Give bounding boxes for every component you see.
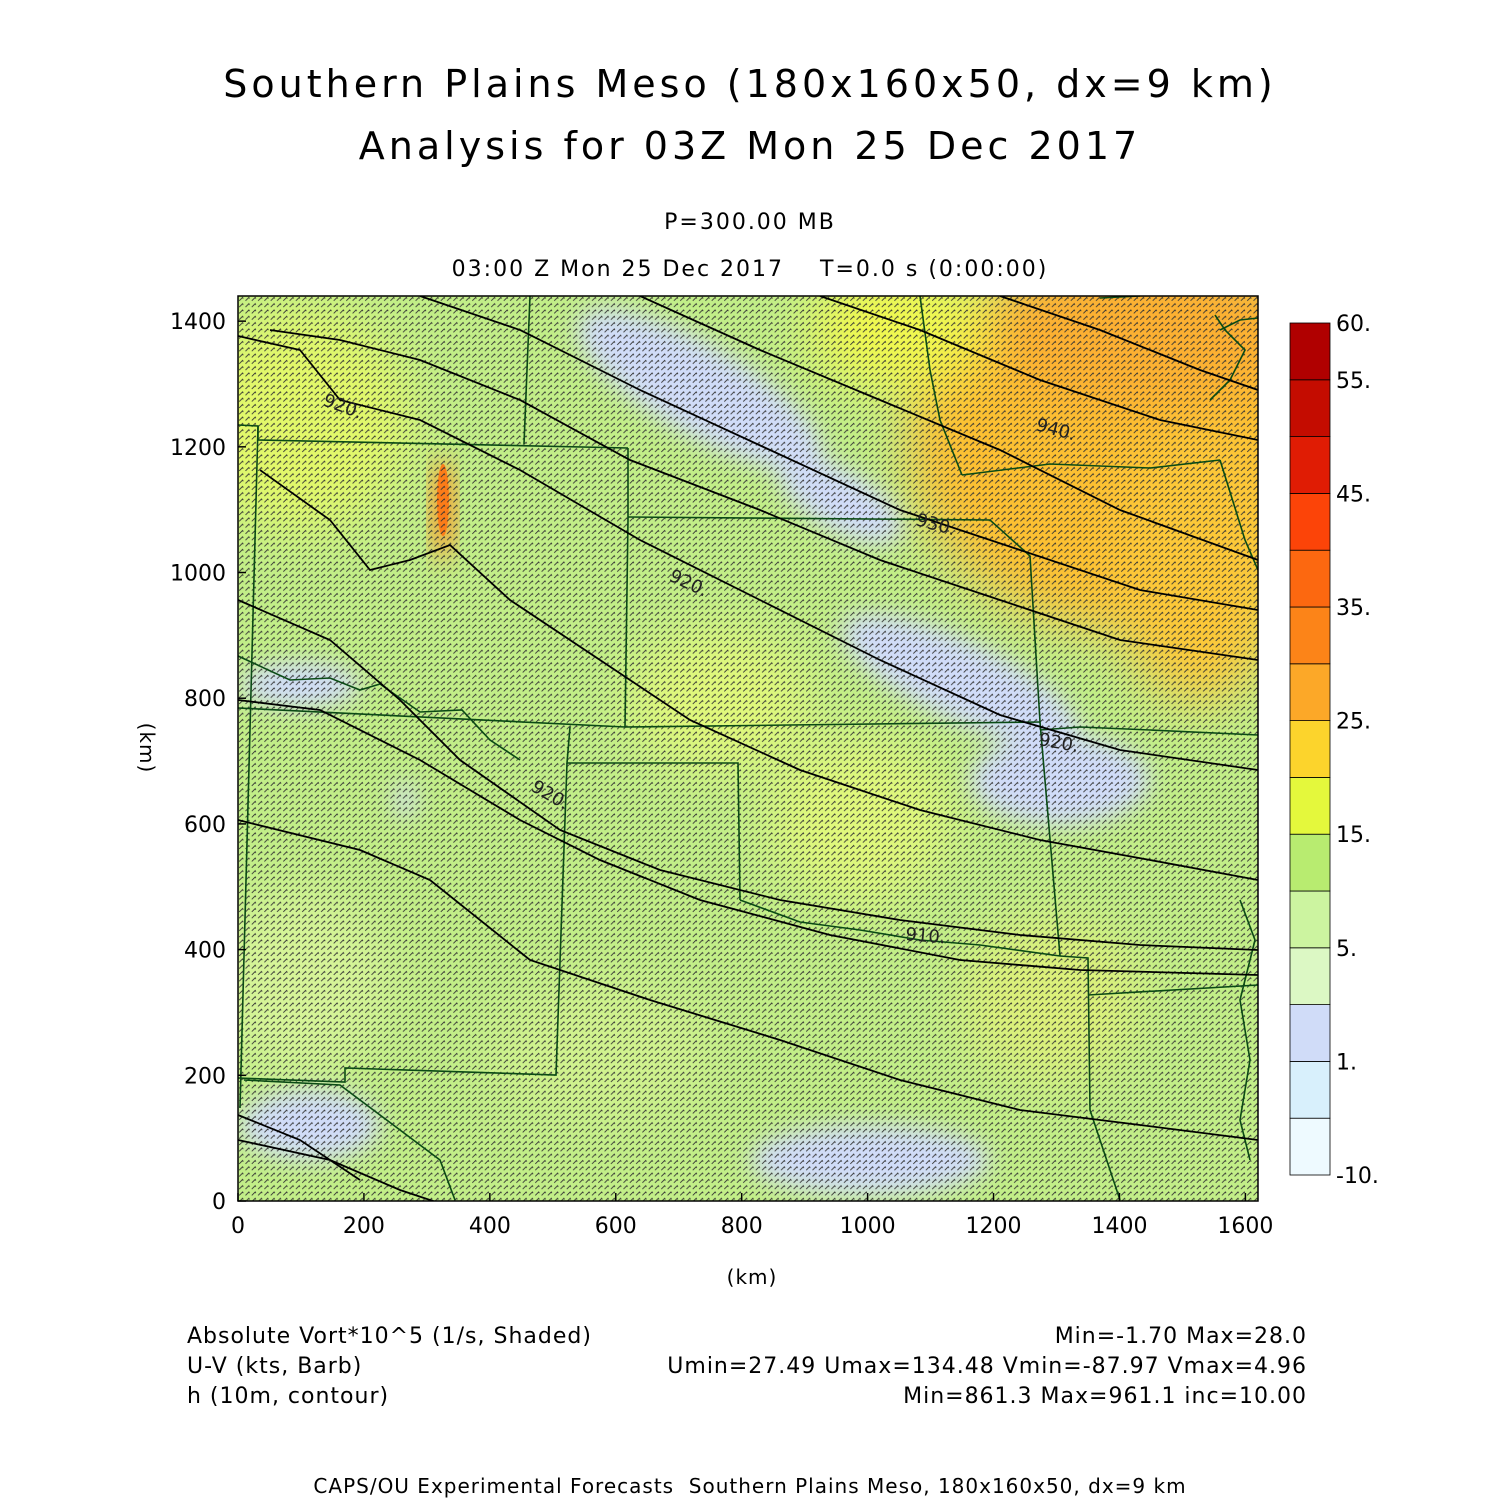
contour-label: 910. — [905, 924, 947, 948]
colorbar-swatch — [1289, 833, 1331, 892]
x-tick-label: 400 — [469, 1214, 511, 1239]
colorbar-label: -10. — [1336, 1164, 1379, 1189]
vorticity-shading — [238, 296, 1258, 1201]
y-tick-label: 800 — [184, 687, 226, 712]
x-tick-label: 800 — [721, 1214, 763, 1239]
colorbar-swatch — [1289, 492, 1331, 551]
y-tick-label: 400 — [184, 939, 226, 964]
figure-title-line1: Southern Plains Meso (180x160x50, dx=9 k… — [223, 62, 1277, 106]
y-tick-label: 200 — [184, 1064, 226, 1089]
x-axis: 0 200 400 600 800 1000 1200 1400 1600 — [231, 1193, 1273, 1239]
colorbar-swatch — [1289, 606, 1331, 665]
colorbar-label: 45. — [1336, 482, 1371, 507]
pressure-level-label: P=300.00 MB — [664, 210, 836, 235]
colorbar-labels: -10. 1. 5. 15. 25. 35. 45. 55. 60. — [1336, 312, 1379, 1189]
x-tick-label: 1400 — [1091, 1214, 1147, 1239]
footer-credit: CAPS/OU Experimental Forecasts Southern … — [313, 1474, 1187, 1498]
colorbar-swatch — [1289, 436, 1331, 494]
x-tick-label: 1200 — [966, 1214, 1022, 1239]
legend-field2-stats: Umin=27.49 Umax=134.48 Vmin=-87.97 Vmax=… — [667, 1354, 1307, 1379]
colorbar — [1289, 322, 1331, 1176]
legend-field3-stats: Min=861.3 Max=961.1 inc=10.00 — [903, 1384, 1307, 1409]
colorbar-label: 1. — [1336, 1050, 1357, 1075]
colorbar-swatch — [1289, 549, 1331, 608]
colorbar-swatch — [1289, 890, 1331, 949]
colorbar-swatch — [1289, 663, 1331, 721]
y-tick-label: 0 — [212, 1190, 226, 1215]
height-contours — [238, 296, 1258, 1201]
x-tick-label: 600 — [595, 1214, 637, 1239]
colorbar-label: 55. — [1336, 369, 1371, 394]
y-axis: 0 200 400 600 800 1000 1200 1400 — [170, 310, 246, 1215]
x-tick-label: 0 — [231, 1214, 245, 1239]
plot-frame — [237, 295, 1259, 1202]
y-axis-label: (km) — [135, 723, 159, 774]
colorbar-label: 35. — [1336, 596, 1371, 621]
x-axis-label: (km) — [727, 1265, 778, 1289]
x-tick-label: 1000 — [840, 1214, 896, 1239]
colorbar-swatch — [1289, 777, 1331, 835]
legend-field1-stats: Min=-1.70 Max=28.0 — [1054, 1324, 1307, 1349]
colorbar-swatch — [1289, 720, 1331, 778]
colorbar-label: 15. — [1336, 823, 1371, 848]
x-tick-label: 200 — [343, 1214, 385, 1239]
x-tick-label: 1600 — [1217, 1214, 1273, 1239]
legend-field2: U-V (kts, Barb) — [187, 1354, 363, 1379]
state-boundaries — [238, 296, 1258, 1201]
colorbar-swatch — [1289, 947, 1331, 1005]
colorbar-label: 25. — [1336, 710, 1371, 735]
colorbar-swatch — [1289, 1117, 1331, 1176]
legend-field1: Absolute Vort*10^5 (1/s, Shaded) — [187, 1324, 592, 1349]
colorbar-swatch — [1289, 322, 1331, 381]
y-tick-label: 1400 — [170, 310, 226, 335]
legend-field3: h (10m, contour) — [187, 1384, 390, 1409]
valid-time-label: 03:00 Z Mon 25 Dec 2017 T=0.0 s (0:00:00… — [451, 257, 1049, 282]
y-tick-label: 600 — [184, 813, 226, 838]
colorbar-swatch — [1289, 1061, 1331, 1119]
figure-title-line2: Analysis for 03Z Mon 25 Dec 2017 — [358, 124, 1142, 168]
colorbar-label: 5. — [1336, 937, 1357, 962]
y-tick-label: 1200 — [170, 436, 226, 461]
colorbar-label: 60. — [1336, 312, 1371, 337]
colorbar-swatch — [1289, 379, 1331, 437]
y-tick-label: 1000 — [170, 562, 226, 587]
colorbar-swatch — [1289, 1004, 1331, 1062]
